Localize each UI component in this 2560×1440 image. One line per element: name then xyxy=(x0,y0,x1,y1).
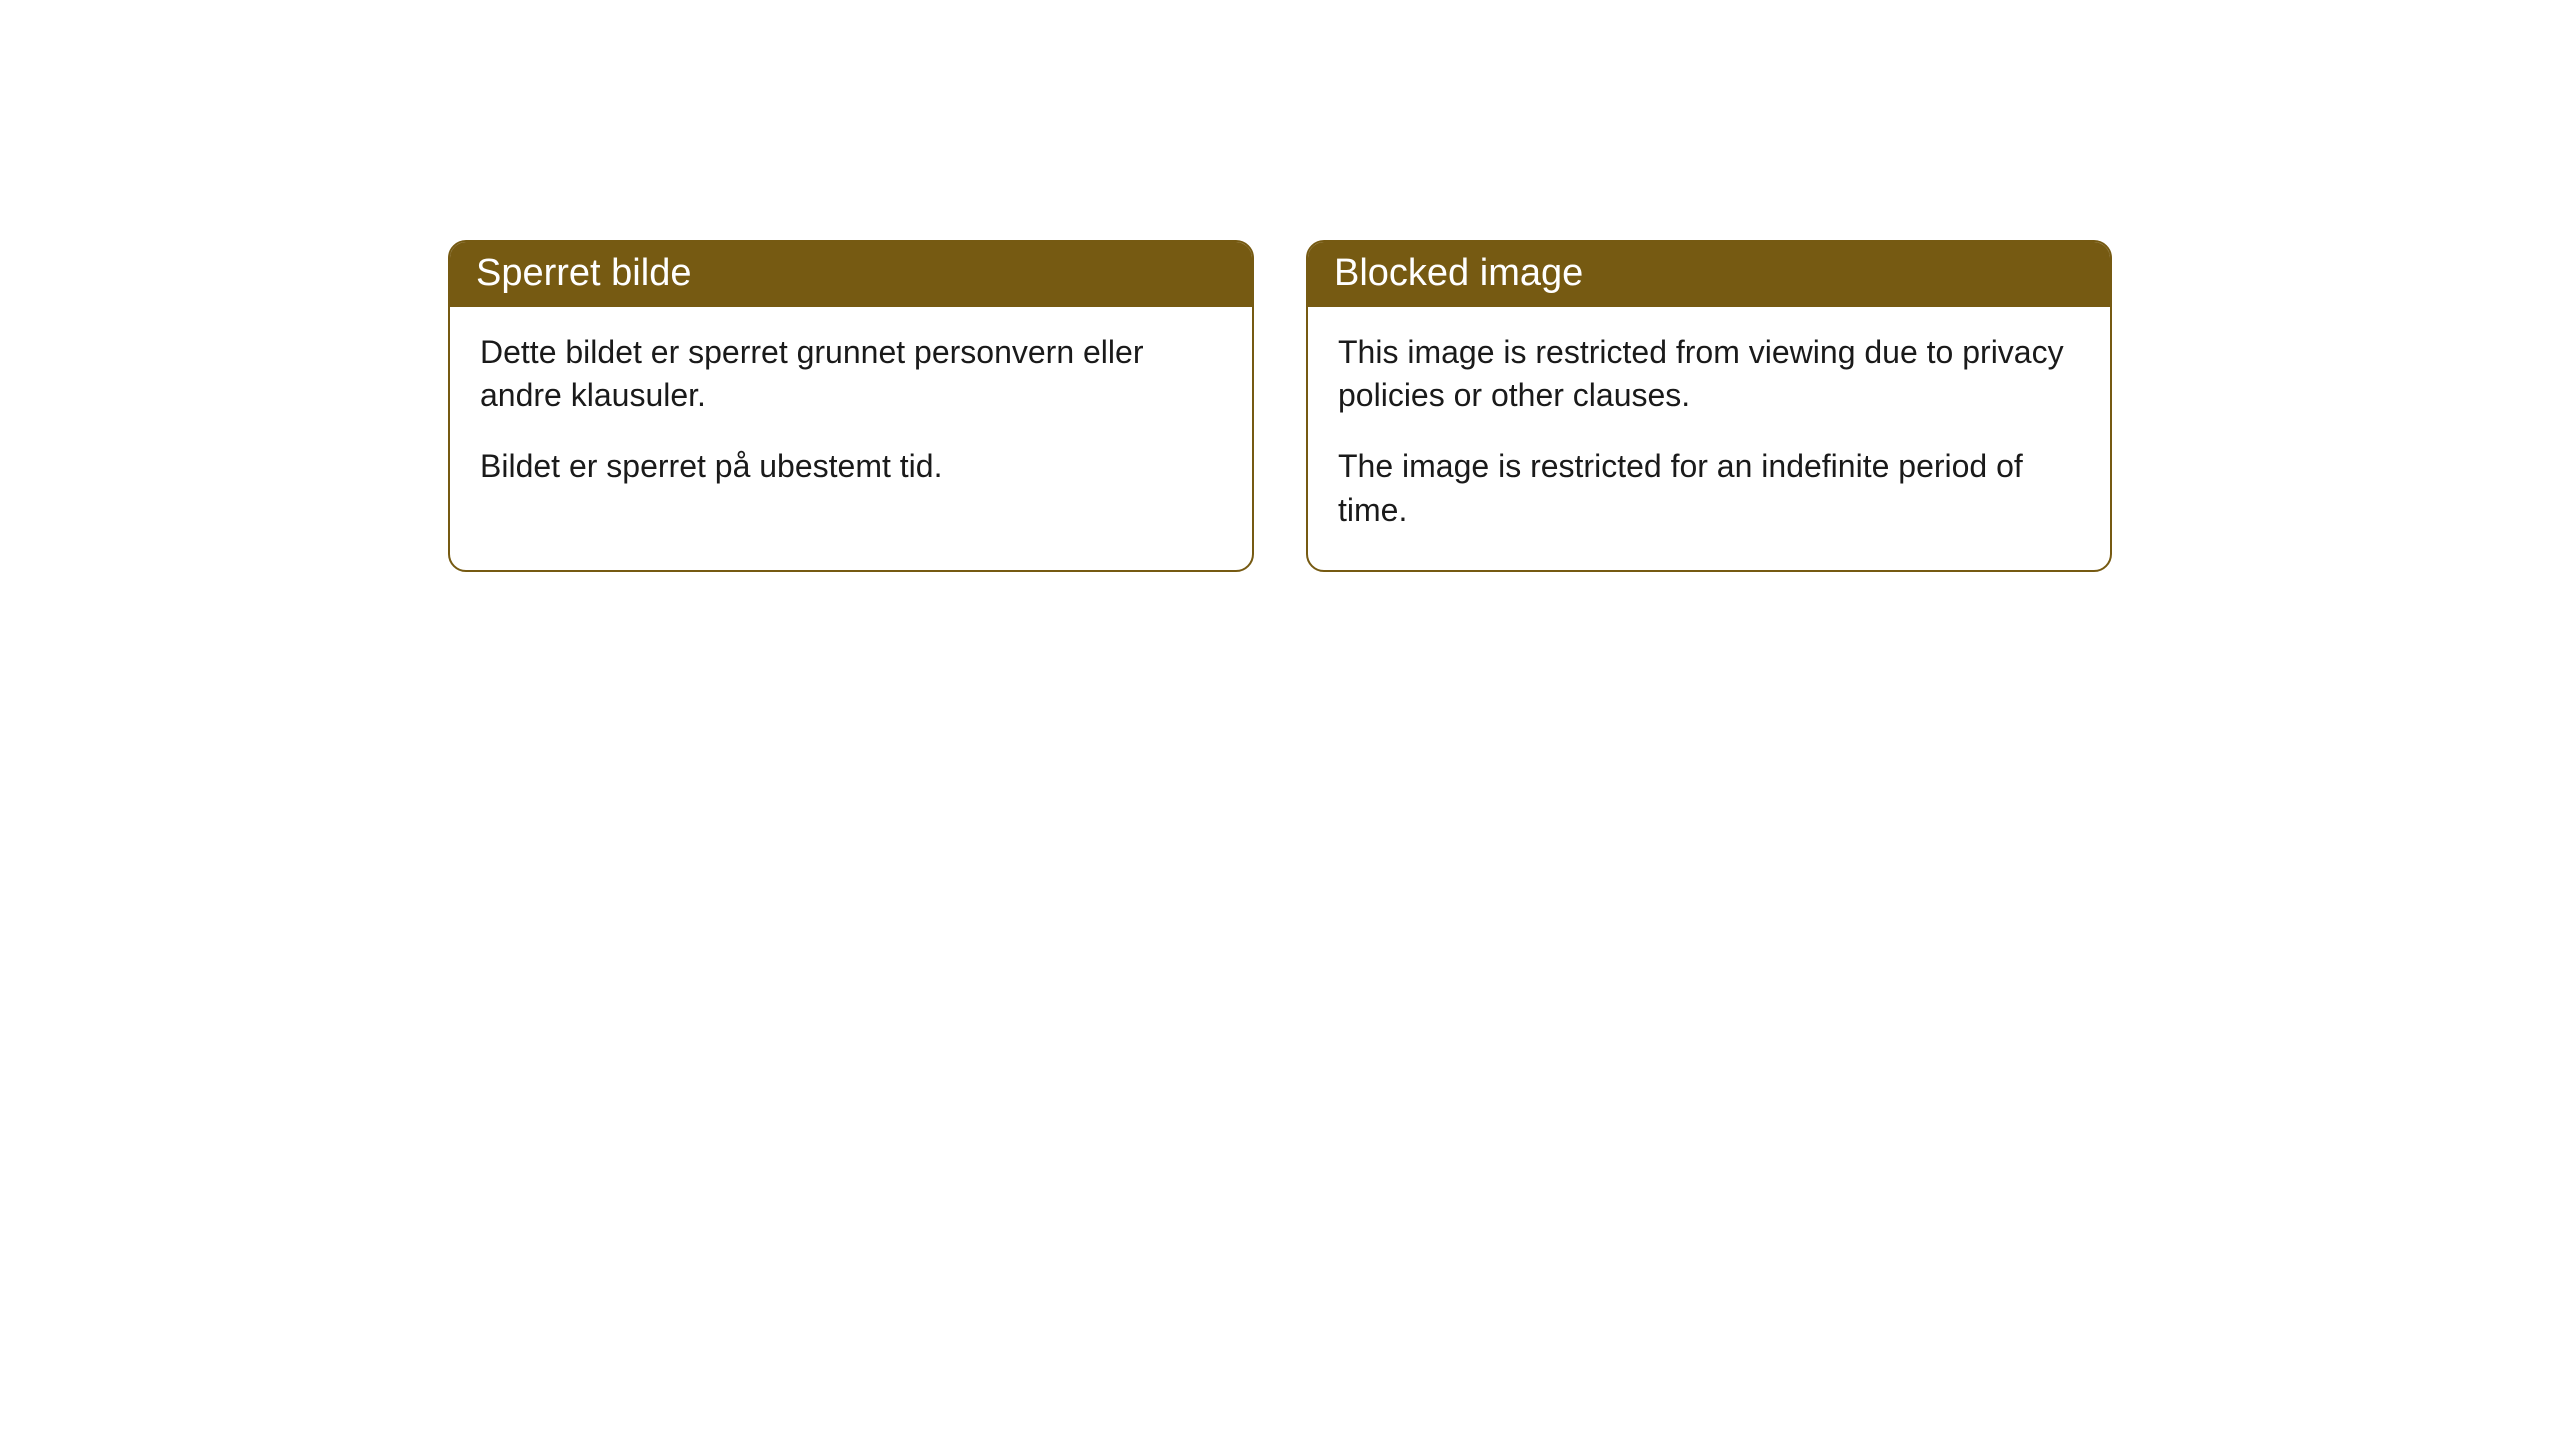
card-paragraph: Dette bildet er sperret grunnet personve… xyxy=(480,331,1222,417)
card-paragraph: Bildet er sperret på ubestemt tid. xyxy=(480,445,1222,488)
blocked-image-card-english: Blocked image This image is restricted f… xyxy=(1306,240,2112,572)
card-body: This image is restricted from viewing du… xyxy=(1308,307,2110,570)
card-title: Blocked image xyxy=(1334,252,1583,294)
card-header: Sperret bilde xyxy=(450,242,1252,307)
blocked-image-card-norwegian: Sperret bilde Dette bildet er sperret gr… xyxy=(448,240,1254,572)
card-paragraph: This image is restricted from viewing du… xyxy=(1338,331,2080,417)
card-paragraph: The image is restricted for an indefinit… xyxy=(1338,445,2080,531)
cards-container: Sperret bilde Dette bildet er sperret gr… xyxy=(0,0,2560,572)
card-body: Dette bildet er sperret grunnet personve… xyxy=(450,307,1252,527)
card-header: Blocked image xyxy=(1308,242,2110,307)
card-title: Sperret bilde xyxy=(476,252,691,294)
